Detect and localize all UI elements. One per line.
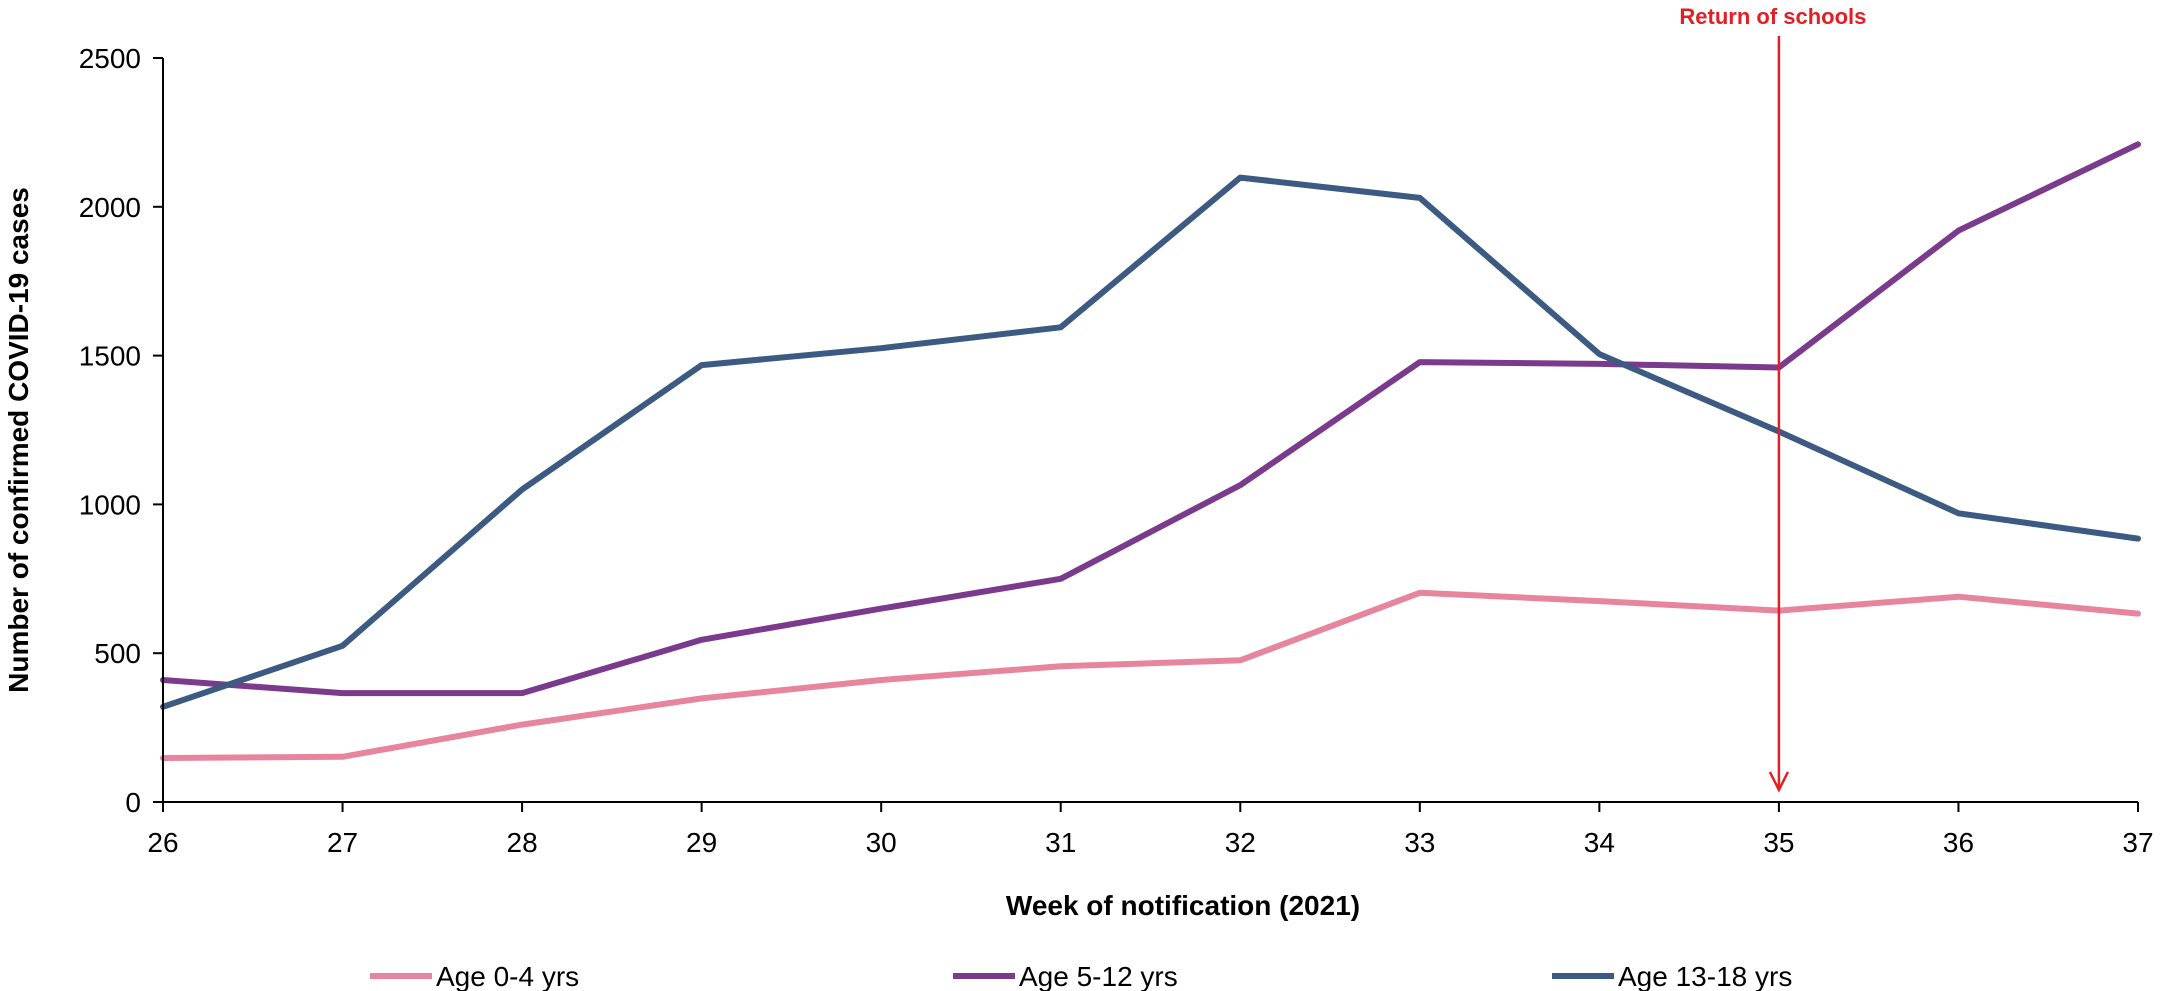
y-tick-label: 1000 — [79, 489, 141, 520]
y-tick-label: 500 — [94, 638, 141, 669]
x-tick-label: 35 — [1763, 827, 1794, 858]
y-tick-label: 2500 — [79, 43, 141, 74]
y-tick-label: 1500 — [79, 341, 141, 372]
legend-label: Age 13-18 yrs — [1618, 961, 1792, 991]
x-tick-label: 27 — [327, 827, 358, 858]
annotation-arrowhead — [1768, 771, 1790, 793]
series-layer — [160, 141, 2141, 761]
x-tick-label: 31 — [1045, 827, 1076, 858]
y-tick-label: 0 — [125, 787, 141, 818]
axes-layer: 0 500 1000 1500 2000 2500 26 27 28 29 30 31 32 33 34 35… — [79, 43, 2154, 858]
series-line — [160, 589, 2141, 761]
x-tick-label: 30 — [866, 827, 897, 858]
series-line — [160, 174, 2141, 710]
y-tick-label: 2000 — [79, 192, 141, 223]
legend: Age 0-4 yrs Age 5-12 yrs Age 13-18 yrs — [370, 961, 1792, 991]
x-tick-label: 28 — [507, 827, 538, 858]
legend-label: Age 0-4 yrs — [436, 961, 579, 991]
series-line — [160, 141, 2141, 697]
annotation-layer: Return of schools — [1679, 4, 1866, 793]
annotation-label: Return of schools — [1679, 4, 1866, 29]
x-tick-label: 33 — [1404, 827, 1435, 858]
y-axis-title: Number of confirmed COVID-19 cases — [3, 187, 34, 693]
x-tick-label: 29 — [686, 827, 717, 858]
x-axis-title: Week of notification (2021) — [1006, 890, 1360, 921]
x-tick-label: 37 — [2122, 827, 2153, 858]
legend-label: Age 5-12 yrs — [1019, 961, 1178, 991]
x-tick-label: 36 — [1943, 827, 1974, 858]
x-tick-label: 32 — [1225, 827, 1256, 858]
x-tick-label: 34 — [1584, 827, 1615, 858]
x-tick-label: 26 — [147, 827, 178, 858]
